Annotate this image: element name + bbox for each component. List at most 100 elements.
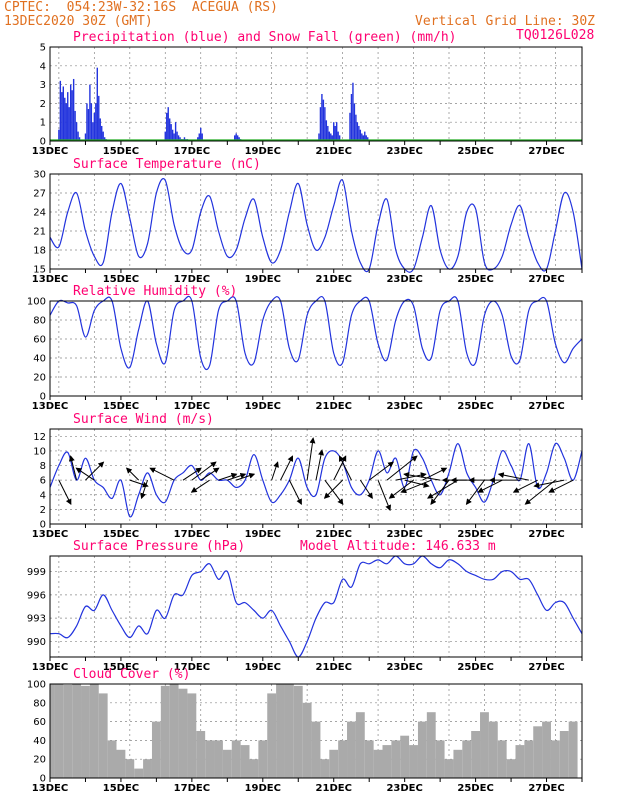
- x-tick-label: 15DEC: [103, 401, 139, 412]
- wind-arrow: [533, 479, 565, 489]
- cloud-bar: [116, 749, 126, 778]
- precip-bar: [358, 125, 360, 141]
- y-tick-label: 1: [40, 118, 46, 129]
- precip-bar: [365, 135, 367, 141]
- wind-arrow: [280, 455, 293, 481]
- precip-bar: [176, 131, 178, 141]
- x-tick-label: 19DEC: [245, 662, 281, 673]
- y-tick-label: 80: [33, 316, 46, 327]
- header-station: CPTEC: 054:23W-32:16S ACEGUA (RS): [4, 0, 278, 15]
- header-date: 13DEC2020 30Z (GMT): [4, 14, 153, 29]
- precip-bar: [102, 131, 104, 141]
- wind-arrow: [430, 479, 450, 505]
- x-tick-label: 27DEC: [528, 783, 564, 794]
- x-tick-label: 23DEC: [386, 401, 422, 412]
- y-tick-label: 24: [33, 208, 46, 219]
- cloud-bar: [568, 721, 578, 778]
- wind-arrow: [315, 449, 324, 481]
- cloud-bar: [187, 693, 197, 778]
- precip-bar: [90, 103, 93, 141]
- cloud-bar: [373, 749, 383, 778]
- panel-frame: [49, 428, 583, 525]
- cloud-bar: [214, 740, 223, 778]
- precip-bar: [327, 125, 329, 141]
- y-tick-label: 100: [27, 680, 46, 691]
- cloud-bar: [435, 740, 445, 778]
- wind-arrow: [149, 467, 175, 481]
- precip-bar: [78, 137, 81, 141]
- cloud-bar: [355, 712, 365, 778]
- cloud-bar: [98, 693, 108, 778]
- y-tick-label: 12: [33, 432, 46, 443]
- wind-arrow: [427, 479, 459, 499]
- x-tick-label: 19DEC: [245, 783, 281, 794]
- precip-bar: [359, 129, 362, 141]
- y-tick-label: 100: [27, 297, 46, 308]
- wind-arrow: [191, 461, 217, 481]
- cloud-bar: [550, 740, 560, 778]
- precip-bar: [322, 99, 325, 141]
- x-tick-label: 25DEC: [457, 274, 493, 285]
- wind-arrow: [512, 479, 538, 493]
- cloud-bar: [364, 740, 374, 778]
- precip-bar: [65, 103, 67, 141]
- y-tick-label: 8: [40, 461, 46, 472]
- wind-arrow: [377, 479, 391, 512]
- cloud-bar: [488, 721, 498, 778]
- wind-arrow: [403, 472, 441, 481]
- x-tick-label: 23DEC: [386, 783, 422, 794]
- cloud-bar: [50, 684, 55, 778]
- y-tick-label: 30: [33, 170, 46, 181]
- x-tick-label: 13DEC: [32, 401, 68, 412]
- x-tick-label: 27DEC: [528, 401, 564, 412]
- panel-cloud: 0 20 40 60 80 100 13DEC 15DEC 17DEC 19DEC 21DEC 23D…: [27, 667, 583, 794]
- wind-arrow: [218, 472, 238, 481]
- wind-arrow: [68, 455, 78, 481]
- x-tick-label: 17DEC: [174, 529, 210, 540]
- y-tick-label: 21: [33, 227, 46, 238]
- cloud-bar: [462, 740, 472, 778]
- cloud-bar: [497, 740, 507, 778]
- precip-bar: [103, 137, 106, 141]
- cloud-bar: [107, 740, 117, 778]
- y-tick-label: 40: [33, 736, 46, 747]
- wind-arrow: [236, 472, 256, 481]
- x-tick-label: 15DEC: [103, 274, 139, 285]
- y-tick-label: 4: [40, 490, 46, 501]
- cloud-bar: [471, 731, 481, 778]
- cloud-bar: [143, 759, 152, 778]
- y-tick-label: 996: [27, 590, 46, 601]
- panel-temp: 15 18 21 24 27 30 13DEC 15DEC 17DEC 19DEC 21DEC 23D…: [32, 157, 583, 285]
- wind-arrow: [190, 479, 210, 493]
- precip-bar: [238, 137, 240, 141]
- precip-bar: [235, 133, 237, 141]
- cloud-bar: [72, 684, 82, 778]
- y-tick-label: 0: [40, 137, 46, 148]
- cloud-bar: [293, 685, 303, 778]
- x-tick-label: 21DEC: [316, 401, 352, 412]
- precip-bar: [234, 135, 236, 141]
- cloud-bar: [249, 759, 259, 778]
- precip-bar: [58, 129, 60, 141]
- wind-arrow: [227, 472, 247, 481]
- x-tick-label: 27DEC: [528, 146, 564, 157]
- precip-bar: [349, 112, 351, 141]
- panel-frame: [49, 173, 583, 270]
- cloud-bar: [480, 712, 489, 778]
- wind-arrow: [422, 467, 448, 481]
- wind-arrow: [271, 461, 279, 481]
- x-tick-label: 17DEC: [174, 401, 210, 412]
- y-tick-label: 20: [33, 755, 46, 766]
- x-tick-label: 15DEC: [103, 783, 139, 794]
- pres-series-line: [49, 555, 583, 658]
- wind-arrow: [75, 467, 95, 481]
- cloud-bar: [400, 735, 410, 778]
- x-tick-label: 23DEC: [386, 146, 422, 157]
- wind-arrow: [323, 479, 343, 499]
- cloud-bar: [506, 759, 516, 778]
- precip-bar: [59, 80, 62, 141]
- cloud-bar: [205, 740, 215, 778]
- x-tick-label: 23DEC: [386, 274, 422, 285]
- cloud-bar: [409, 745, 418, 778]
- cloud-bar: [151, 721, 161, 778]
